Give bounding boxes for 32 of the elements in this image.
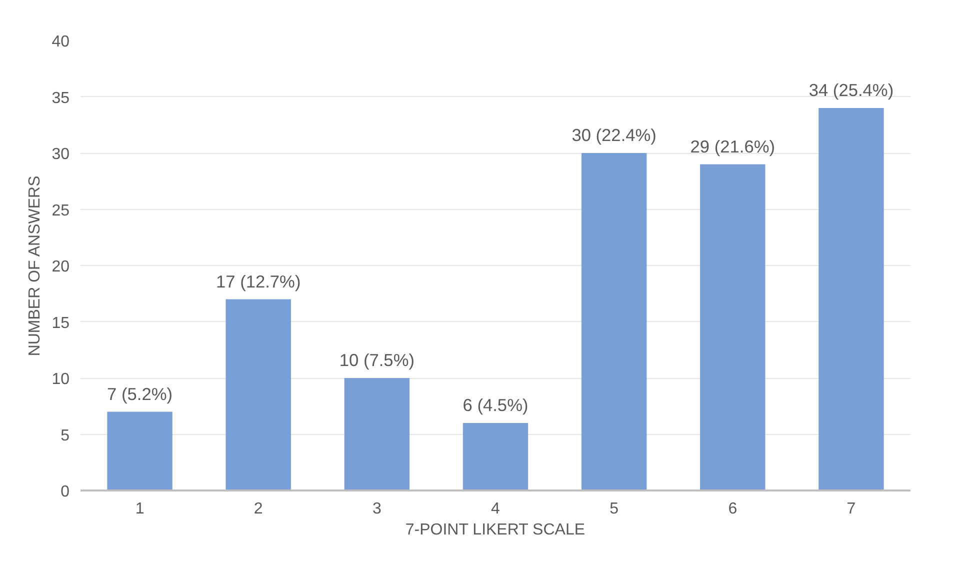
- data-label: 34 (25.4%): [808, 80, 894, 100]
- x-tick-label: 6: [728, 500, 738, 518]
- bar: [344, 378, 410, 490]
- bar: [462, 423, 528, 490]
- x-tick-label: 7: [846, 500, 856, 518]
- bar: [818, 108, 884, 490]
- x-tick-label: 5: [610, 500, 619, 518]
- y-tick-label: 5: [60, 427, 70, 444]
- y-tick-label: 10: [52, 371, 70, 388]
- y-tick-label: 15: [52, 314, 70, 332]
- y-tick-label: 20: [52, 258, 70, 276]
- data-label: 17 (12.7%): [216, 271, 301, 292]
- data-label: 29 (21.6%): [690, 136, 776, 156]
- data-label: 30 (22.4%): [572, 125, 656, 145]
- bar: [700, 164, 766, 490]
- bar: [226, 299, 291, 490]
- data-label: 7 (5.2%): [107, 384, 173, 404]
- y-tick-label: 30: [52, 146, 70, 163]
- y-axis-title: NUMBER OF ANSWERS: [26, 176, 44, 356]
- x-tick-label: 2: [254, 500, 263, 518]
- x-tick-label: 4: [491, 500, 500, 518]
- x-axis-title: 7-POINT LIKERT SCALE: [405, 522, 586, 538]
- y-tick-label: 35: [52, 90, 70, 107]
- y-tick-label: 0: [60, 484, 70, 500]
- x-tick-label: 3: [372, 500, 382, 518]
- data-label: 10 (7.5%): [339, 350, 415, 370]
- y-tick-label: 25: [52, 202, 70, 220]
- x-tick-label: 1: [135, 500, 144, 518]
- bar: [107, 412, 172, 490]
- data-label: 6 (4.5%): [462, 395, 528, 415]
- y-tick-label: 40: [52, 34, 70, 50]
- bar: [581, 153, 647, 490]
